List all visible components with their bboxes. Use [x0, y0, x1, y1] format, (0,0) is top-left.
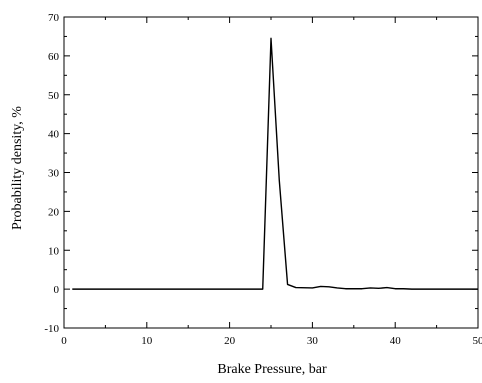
y-tick-label: 60: [48, 51, 60, 63]
x-tick-label: 40: [390, 335, 402, 347]
series-line-0: [72, 38, 478, 289]
y-axis-ticks: -10 0 10 20 30 40 50 60 70: [44, 12, 478, 335]
y-tick-label: 70: [48, 12, 60, 24]
x-axis-ticks: 0 10 20 30 40 50: [61, 17, 482, 347]
plot-area: [64, 17, 478, 328]
x-tick-label: 10: [141, 335, 153, 347]
x-axis-title: Brake Pressure, bar: [217, 362, 327, 377]
x-tick-label: 20: [224, 335, 236, 347]
y-tick-label: 50: [48, 90, 60, 102]
y-tick-label: 10: [48, 245, 60, 257]
plot-frame: [64, 17, 478, 328]
y-axis-title: Probability density, %: [10, 106, 25, 230]
series-layer: [72, 38, 478, 289]
x-tick-label: 0: [61, 335, 67, 347]
y-tick-label: -10: [44, 323, 59, 335]
y-tick-label: 20: [48, 206, 60, 218]
y-tick-label: 0: [54, 284, 60, 296]
x-tick-label: 30: [307, 335, 319, 347]
x-tick-label: 50: [473, 335, 482, 347]
y-tick-label: 40: [48, 129, 60, 141]
y-tick-label: 30: [48, 168, 60, 180]
